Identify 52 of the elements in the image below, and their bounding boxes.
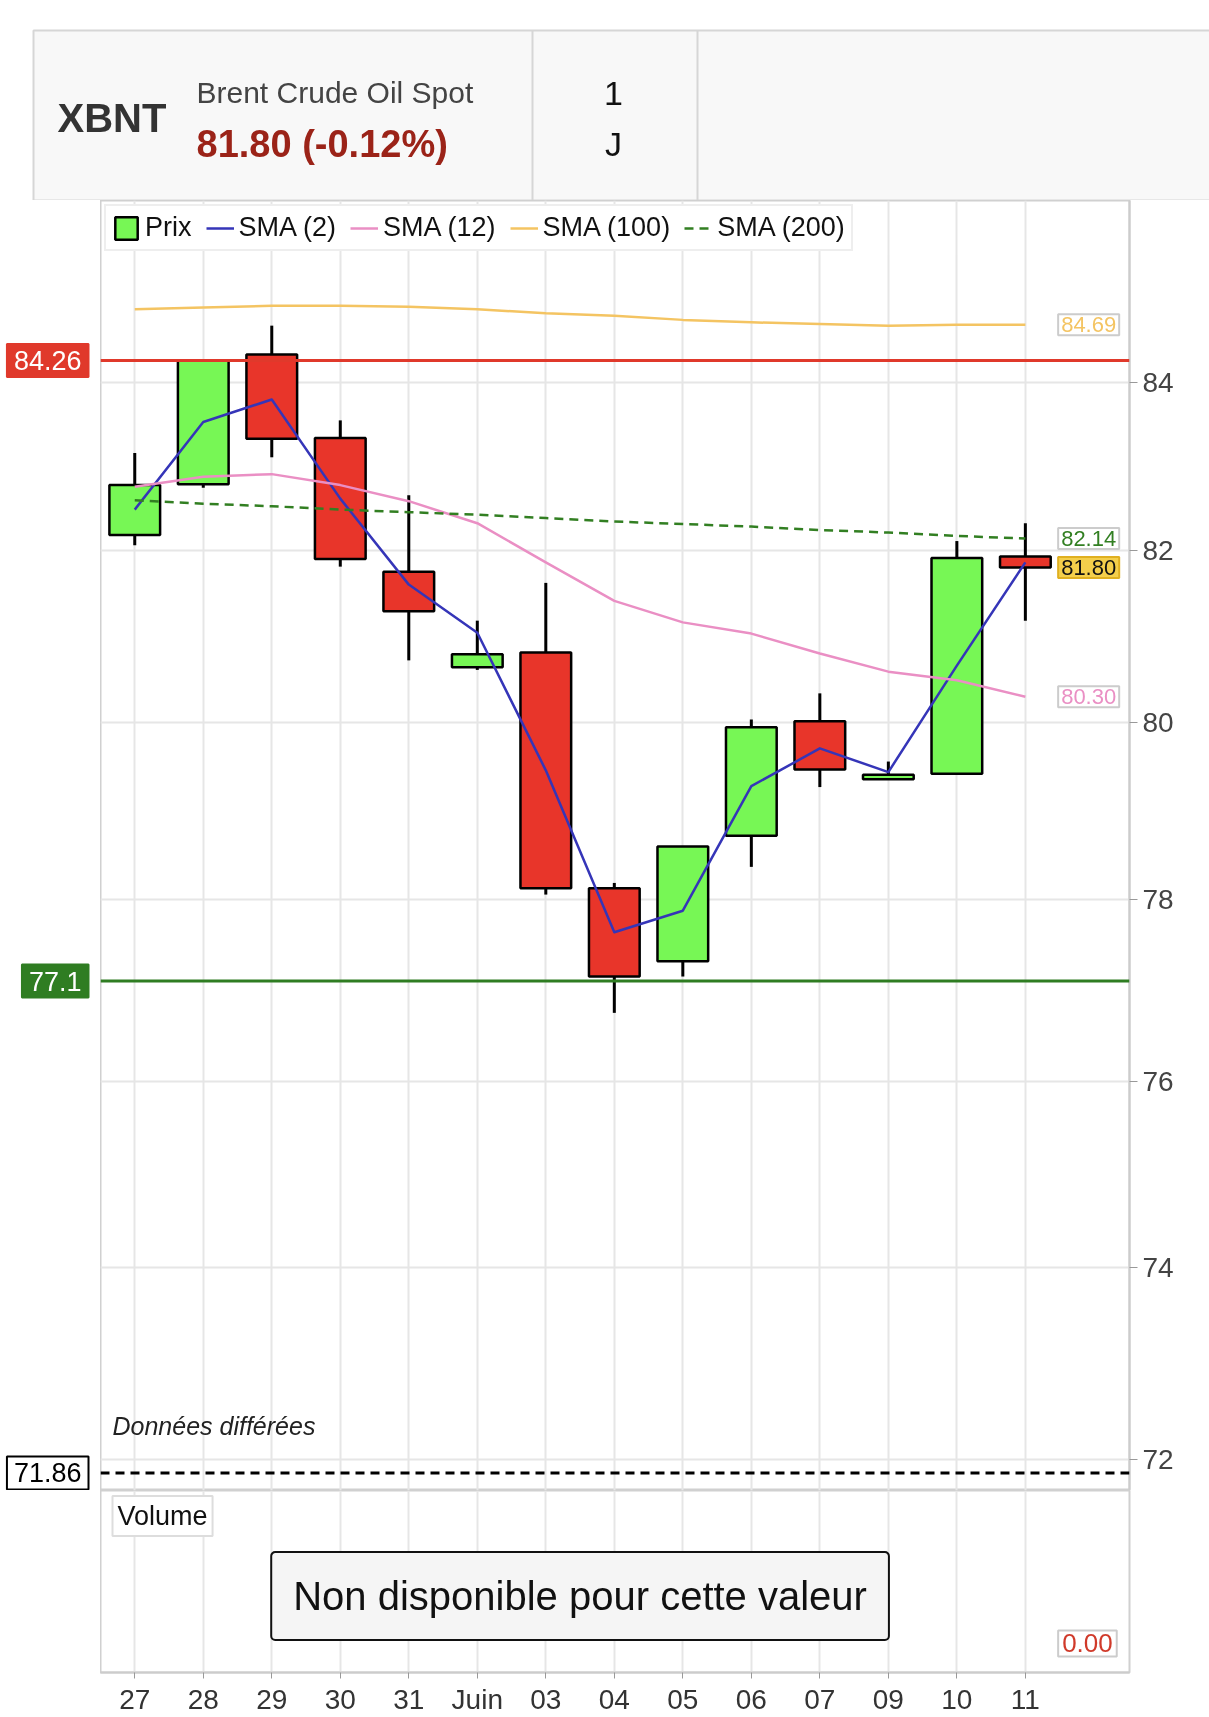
legend-label: SMA (200) (717, 212, 845, 243)
x-tick-label: 31 (393, 1683, 425, 1715)
x-tick-label: 07 (804, 1683, 836, 1715)
candlestick (998, 523, 1052, 621)
x-tick-label: 27 (119, 1683, 151, 1715)
y-tick-label: 80 (1142, 707, 1174, 739)
data-label: 82.14 (1061, 526, 1117, 551)
x-tick-label: 03 (530, 1683, 562, 1715)
y-tick-label: 84 (1142, 366, 1174, 398)
text: 1 (604, 74, 623, 112)
text: Volume (117, 1500, 208, 1531)
x-tick-label: 06 (735, 1683, 767, 1715)
x-tick-label: 28 (187, 1683, 219, 1715)
line-series (133, 398, 1027, 934)
y-tick-label: 74 (1142, 1252, 1174, 1284)
y-tick-label: 76 (1142, 1065, 1174, 1097)
x-tick-label: 29 (256, 1683, 288, 1715)
text: J (605, 124, 622, 163)
chart-title: XBNT (57, 95, 167, 140)
ref-line-label: 84.26 (13, 345, 82, 376)
x-tick-label: Juin (451, 1683, 503, 1715)
text: Non disponible pour cette valeur (293, 1574, 867, 1619)
candlestick (382, 495, 436, 661)
data-label: 84.69 (1061, 312, 1117, 338)
annotation: Données différées (112, 1412, 316, 1440)
text: 81.80 (-0.12%) (196, 122, 448, 165)
candlestick (313, 420, 367, 567)
candlestick (656, 845, 710, 977)
x-tick-label: 10 (941, 1683, 973, 1715)
legend-label: SMA (100) (542, 212, 671, 243)
x-tick-label: 11 (1010, 1683, 1040, 1715)
x-tick-label: 30 (324, 1683, 356, 1715)
chart-subtitle: Brent Crude Oil Spot (196, 76, 474, 109)
x-tick-label: 04 (598, 1683, 630, 1715)
data-label: 80.30 (1061, 684, 1117, 710)
candlestick (793, 693, 847, 789)
ref-line-label: 77.1 (28, 966, 82, 997)
text: 0.00 (1062, 1628, 1113, 1659)
ref-line-label: 71.86 (13, 1458, 82, 1489)
y-tick-label: 82 (1142, 534, 1174, 566)
line-series (133, 499, 1027, 540)
y-tick-label: 72 (1142, 1443, 1174, 1475)
candlestick (930, 541, 984, 776)
line-series (133, 304, 1027, 327)
x-tick-label: 09 (872, 1683, 904, 1715)
legend-label: SMA (2) (238, 212, 337, 243)
text: 81.80 (1061, 554, 1117, 580)
x-tick-label: 05 (667, 1683, 699, 1715)
legend-label: SMA (12) (383, 212, 496, 243)
line-series (133, 472, 1027, 699)
y-tick-label: 78 (1142, 884, 1174, 916)
legend-label: Prix (145, 212, 192, 243)
